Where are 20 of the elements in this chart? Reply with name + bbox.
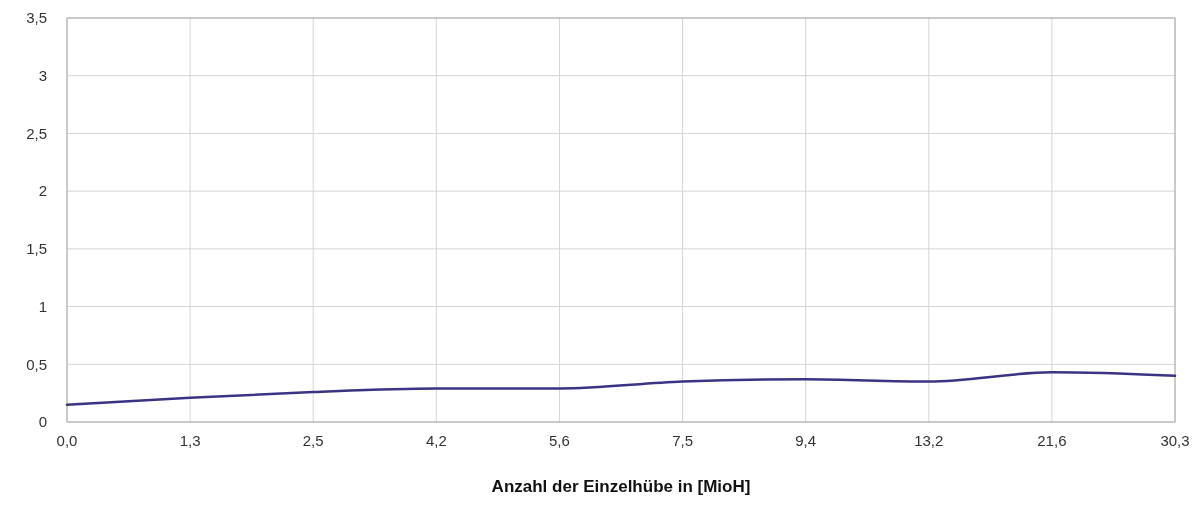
y-tick-label: 1: [38, 297, 47, 315]
y-tick-label: 2,5: [26, 124, 47, 142]
y-tick-label: 0,5: [26, 355, 47, 373]
y-tick-label: 3,5: [26, 9, 47, 27]
x-tick-label: 21,6: [1037, 432, 1067, 449]
x-tick-label: 2,5: [302, 432, 324, 449]
x-tick-label: 7,5: [672, 432, 693, 449]
x-tick-label: 30,3: [1160, 432, 1190, 449]
line-series: [65, 371, 1177, 406]
x-tick-label: 9,4: [795, 432, 817, 449]
x-tick-label: 5,6: [549, 432, 570, 449]
x-tick-label: 0,0: [56, 432, 78, 449]
x-tick-label: 13,2: [914, 432, 944, 449]
x-tick-label: 4,2: [425, 432, 447, 449]
x-axis-title: Anzahl der Einzelhübe in [MioH]: [491, 477, 751, 496]
y-tick-label: 3: [38, 66, 47, 84]
x-tick-label: 1,3: [179, 432, 201, 449]
y-tick-label: 0: [38, 413, 47, 431]
y-tick-label: 1,5: [26, 240, 47, 258]
y-tick-label: 2: [38, 182, 47, 200]
